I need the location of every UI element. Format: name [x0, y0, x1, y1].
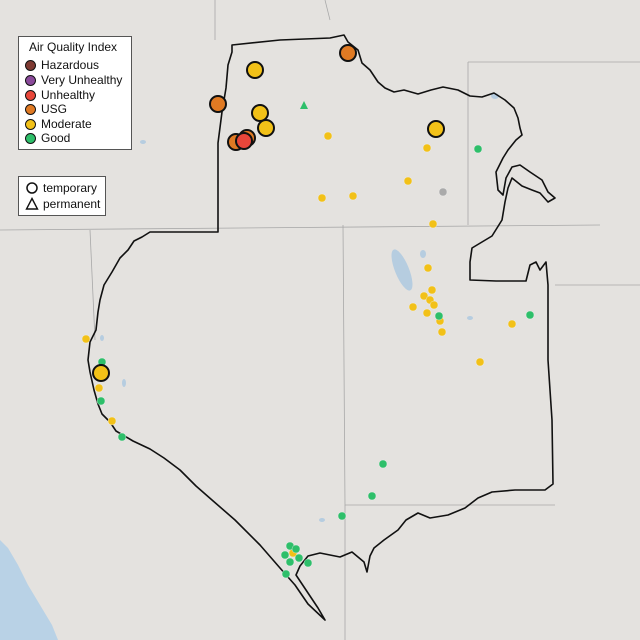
- site-good[interactable]: [434, 311, 444, 321]
- legend-item-unhealthy: Unhealthy: [25, 88, 95, 102]
- site-good[interactable]: [294, 553, 304, 563]
- triangle-icon: [25, 197, 39, 210]
- legend-item-hazardous: Hazardous: [25, 58, 99, 72]
- aqi-legend: Air Quality Index Hazardous Very Unhealt…: [18, 36, 132, 150]
- legend-label: Good: [41, 131, 71, 145]
- moderate-swatch: [25, 118, 36, 130]
- legend-label: Moderate: [41, 117, 92, 131]
- legend-item-permanent: permanent: [25, 197, 100, 211]
- site-moderate[interactable]: [419, 291, 429, 301]
- monitor-sites: [81, 101, 535, 579]
- site-good[interactable]: [117, 432, 127, 442]
- site-usg-temporary[interactable]: [209, 95, 227, 113]
- site-moderate[interactable]: [423, 263, 433, 273]
- site-good[interactable]: [303, 558, 313, 568]
- ocean: [0, 540, 58, 640]
- site-moderate[interactable]: [475, 357, 485, 367]
- legend-label: Unhealthy: [41, 88, 96, 102]
- site-good[interactable]: [285, 557, 295, 567]
- site-moderate[interactable]: [429, 300, 439, 310]
- legend-item-good: Good: [25, 131, 70, 145]
- site-good[interactable]: [96, 396, 106, 406]
- site-good[interactable]: [525, 310, 535, 320]
- site-moderate[interactable]: [507, 319, 517, 329]
- site-moderate-temporary[interactable]: [257, 119, 275, 137]
- site-moderate[interactable]: [408, 302, 418, 312]
- site-no-data[interactable]: [438, 187, 448, 197]
- region-boundary: [87, 34, 556, 621]
- usg-swatch: [25, 103, 36, 115]
- very-unhealthy-swatch: [25, 74, 36, 86]
- hazardous-swatch: [25, 59, 36, 71]
- site-good[interactable]: [291, 544, 301, 554]
- lakes: [100, 93, 499, 522]
- legend-item-temporary: temporary: [25, 181, 97, 195]
- legend-label: permanent: [43, 197, 101, 211]
- site-moderate[interactable]: [422, 308, 432, 318]
- monitor-type-legend: temporary permanent: [18, 176, 106, 216]
- site-moderate-temporary[interactable]: [246, 61, 264, 79]
- site-moderate[interactable]: [107, 416, 117, 426]
- unhealthy-swatch: [25, 89, 36, 101]
- temporary-monitors: [92, 44, 445, 382]
- site-good-permanent[interactable]: [300, 101, 308, 109]
- site-moderate[interactable]: [81, 334, 91, 344]
- site-moderate[interactable]: [317, 193, 327, 203]
- site-moderate-temporary[interactable]: [92, 364, 110, 382]
- legend-label: USG: [41, 102, 68, 116]
- site-unhealthy-temporary[interactable]: [235, 132, 253, 150]
- site-moderate[interactable]: [348, 191, 358, 201]
- legend-title: Air Quality Index: [29, 40, 118, 54]
- site-moderate[interactable]: [437, 327, 447, 337]
- site-moderate[interactable]: [323, 131, 333, 141]
- circle-icon: [26, 182, 38, 194]
- legend-label: Very Unhealthy: [41, 73, 123, 87]
- site-good[interactable]: [337, 511, 347, 521]
- site-usg-temporary[interactable]: [339, 44, 357, 62]
- site-moderate-temporary[interactable]: [427, 120, 445, 138]
- legend-label: temporary: [43, 181, 98, 195]
- legend-label: Hazardous: [41, 58, 100, 72]
- site-good[interactable]: [281, 569, 291, 579]
- legend-item-moderate: Moderate: [25, 117, 92, 131]
- site-moderate[interactable]: [94, 383, 104, 393]
- legend-item-usg: USG: [25, 102, 67, 116]
- good-swatch: [25, 132, 36, 144]
- site-moderate[interactable]: [422, 143, 432, 153]
- site-moderate[interactable]: [403, 176, 413, 186]
- site-moderate[interactable]: [428, 219, 438, 229]
- site-good[interactable]: [378, 459, 388, 469]
- site-good[interactable]: [280, 550, 290, 560]
- site-good[interactable]: [367, 491, 377, 501]
- site-moderate-temporary[interactable]: [251, 104, 269, 122]
- site-moderate[interactable]: [427, 285, 437, 295]
- site-good[interactable]: [473, 144, 483, 154]
- legend-item-very-unhealthy: Very Unhealthy: [25, 73, 122, 87]
